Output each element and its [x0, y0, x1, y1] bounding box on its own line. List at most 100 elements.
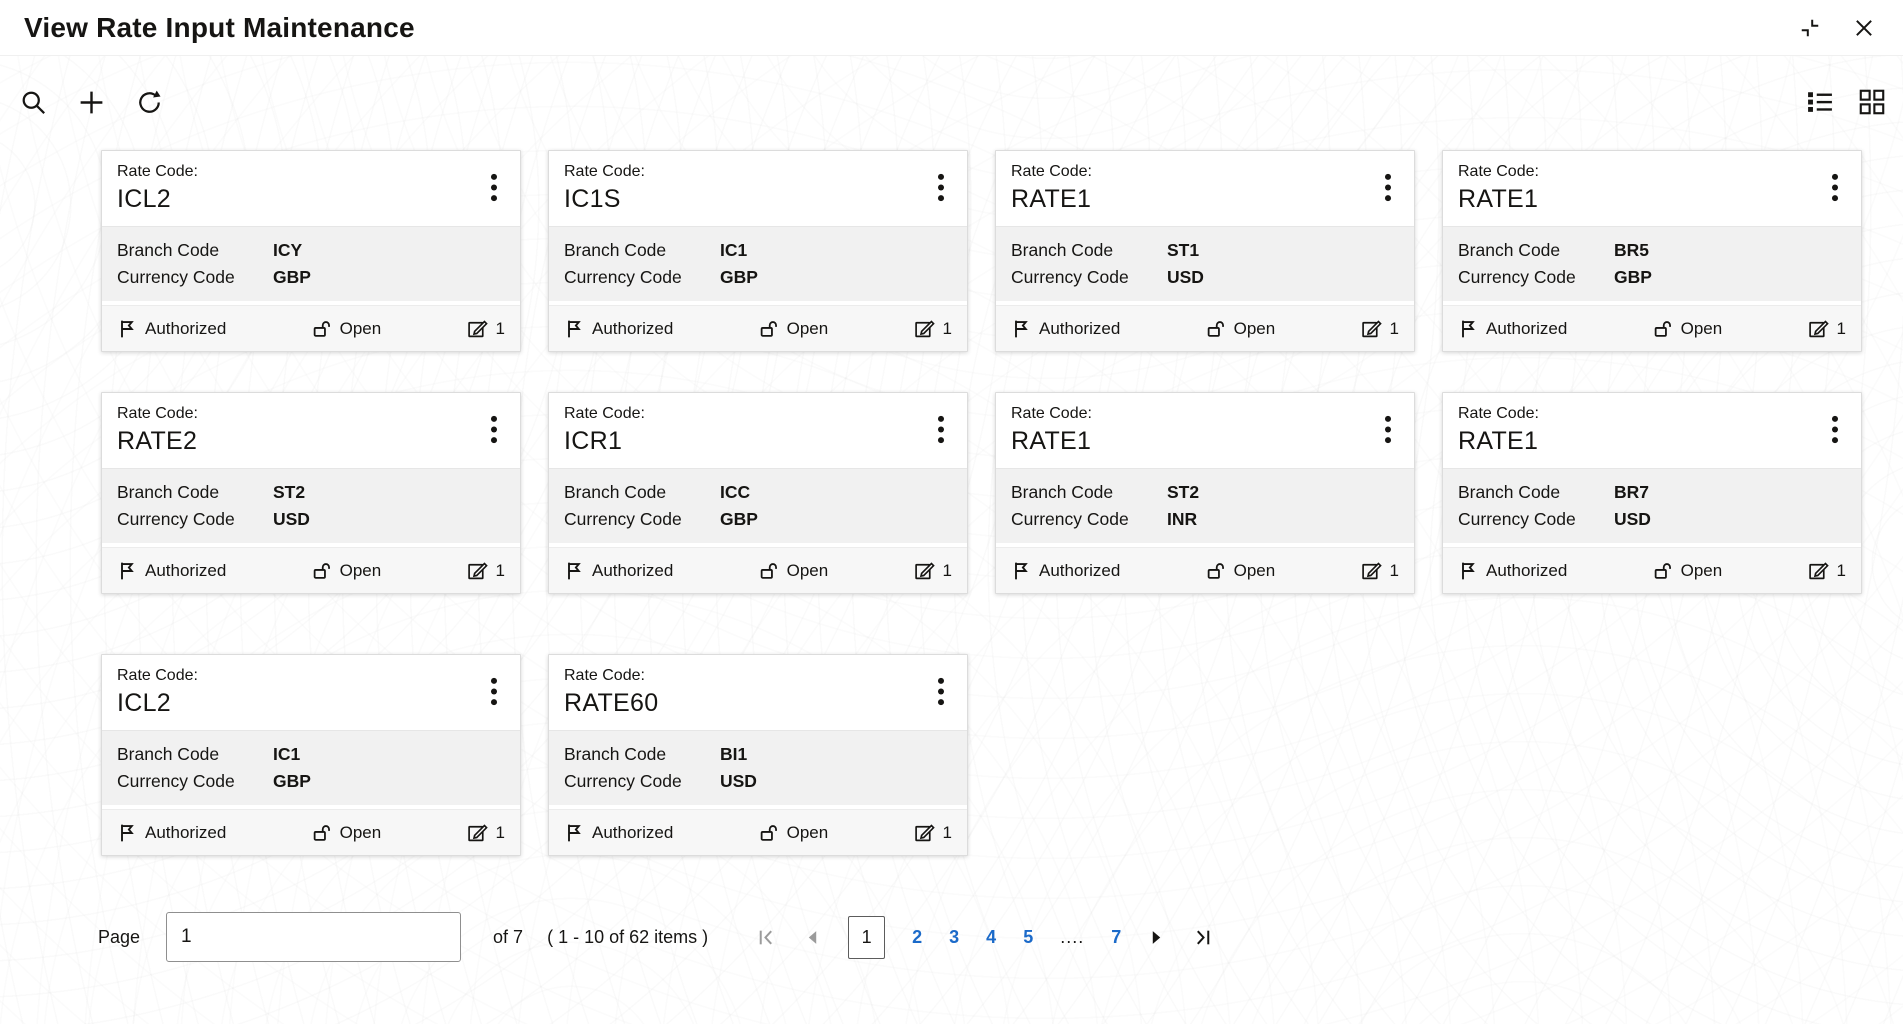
edit-icon — [1361, 562, 1382, 580]
card-header: Rate Code: IC1S — [549, 151, 967, 226]
card-details: Branch Code IC1 Currency Code GBP — [102, 730, 520, 805]
card-kebab-menu-button[interactable] — [923, 665, 959, 718]
card-title-group: Rate Code: RATE2 — [117, 403, 476, 456]
page-link-2[interactable]: 2 — [912, 926, 923, 947]
list-view-icon — [1808, 92, 1832, 112]
kebab-menu-icon — [1384, 415, 1392, 444]
modification-count: 1 — [1361, 560, 1399, 581]
currency-code-label: Currency Code — [117, 771, 235, 791]
record-status-label: Open — [786, 822, 829, 842]
rate-card[interactable]: Rate Code: IC1S Branch Code IC1 Currency… — [548, 150, 968, 352]
authorization-status-label: Authorized — [1486, 560, 1568, 580]
window-header: View Rate Input Maintenance — [0, 0, 1903, 56]
card-title-group: Rate Code: IC1S — [564, 161, 923, 214]
record-status-label: Open — [339, 822, 382, 842]
page-link-3[interactable]: 3 — [949, 926, 960, 947]
card-header: Rate Code: ICR1 — [549, 393, 967, 468]
modification-count: 1 — [914, 560, 952, 581]
rate-card[interactable]: Rate Code: ICL2 Branch Code ICY Currency… — [101, 150, 521, 352]
kebab-menu-icon — [490, 677, 498, 706]
record-status: Open — [312, 319, 381, 339]
currency-code-row: Currency Code USD — [564, 768, 952, 795]
card-kebab-menu-button[interactable] — [1370, 403, 1406, 456]
page-number-input[interactable] — [166, 912, 462, 962]
authorization-status-label: Authorized — [592, 318, 674, 338]
authorization-status: Authorized — [564, 823, 673, 843]
next-page-button[interactable] — [1148, 929, 1165, 946]
branch-code-label: Branch Code — [564, 744, 667, 764]
rate-card[interactable]: Rate Code: ICL2 Branch Code IC1 Currency… — [101, 654, 521, 856]
rate-card[interactable]: Rate Code: ICR1 Branch Code ICC Currency… — [548, 392, 968, 594]
authorization-status-label: Authorized — [145, 318, 227, 338]
branch-code-value: BR7 — [1614, 482, 1650, 502]
card-kebab-menu-button[interactable] — [1817, 403, 1853, 456]
currency-code-row: Currency Code USD — [1011, 264, 1399, 291]
currency-code-label: Currency Code — [564, 771, 682, 791]
page-ellipsis: .... — [1060, 926, 1085, 947]
card-kebab-menu-button[interactable] — [1817, 161, 1853, 214]
previous-page-button[interactable] — [804, 929, 821, 946]
toolbar-right-group — [1805, 87, 1887, 117]
grid-view-button[interactable] — [1857, 87, 1887, 117]
rate-code-value: RATE2 — [117, 427, 198, 455]
currency-code-value: USD — [720, 771, 757, 791]
add-record-button[interactable] — [75, 86, 108, 119]
list-view-button[interactable] — [1805, 88, 1835, 116]
rate-card[interactable]: Rate Code: RATE1 Branch Code ST1 Currenc… — [995, 150, 1415, 352]
rate-card[interactable]: Rate Code: RATE60 Branch Code BI1 Curren… — [548, 654, 968, 856]
first-page-button[interactable] — [756, 927, 777, 948]
card-kebab-menu-button[interactable] — [1370, 161, 1406, 214]
mod-count-value: 1 — [1836, 560, 1846, 580]
rate-card[interactable]: Rate Code: RATE2 Branch Code ST2 Currenc… — [101, 392, 521, 594]
page-link-7[interactable]: 7 — [1111, 926, 1122, 947]
card-kebab-menu-button[interactable] — [923, 161, 959, 214]
rate-card[interactable]: Rate Code: RATE1 Branch Code BR7 Currenc… — [1442, 392, 1862, 594]
record-status: Open — [312, 561, 381, 581]
card-kebab-menu-button[interactable] — [476, 665, 512, 718]
collapse-window-button[interactable] — [1797, 15, 1823, 41]
close-button[interactable] — [1851, 15, 1877, 41]
search-button[interactable] — [18, 87, 49, 118]
card-header: Rate Code: RATE1 — [996, 151, 1414, 226]
rate-code-label: Rate Code: — [564, 163, 645, 180]
card-title-group: Rate Code: RATE1 — [1458, 161, 1817, 214]
refresh-icon — [139, 90, 161, 113]
card-header: Rate Code: ICL2 — [102, 655, 520, 730]
authorized-flag-icon — [1462, 562, 1475, 579]
next-page-icon — [1153, 930, 1161, 944]
card-kebab-menu-button[interactable] — [476, 403, 512, 456]
card-status-bar: Authorized Open 1 — [549, 547, 967, 593]
rate-code-label: Rate Code: — [117, 667, 198, 684]
tile-grid: Rate Code: ICL2 Branch Code ICY Currency… — [0, 150, 1903, 856]
search-icon — [22, 91, 45, 114]
authorization-status-label: Authorized — [1039, 318, 1121, 338]
card-title-group: Rate Code: ICR1 — [564, 403, 923, 456]
branch-code-value: IC1 — [720, 240, 748, 260]
current-page-indicator[interactable]: 1 — [848, 915, 886, 959]
page-link-4[interactable]: 4 — [986, 926, 997, 947]
pagination-bar: Page of 7 ( 1 - 10 of 62 items ) 1 2 3 4… — [98, 912, 1903, 962]
refresh-button[interactable] — [134, 87, 165, 118]
rate-code-value: ICR1 — [564, 427, 623, 455]
card-kebab-menu-button[interactable] — [923, 403, 959, 456]
record-status: Open — [1206, 561, 1275, 581]
unlock-icon — [1654, 562, 1671, 579]
last-page-button[interactable] — [1192, 927, 1213, 948]
rate-card[interactable]: Rate Code: RATE1 Branch Code ST2 Currenc… — [995, 392, 1415, 594]
card-details: Branch Code BR7 Currency Code USD — [1443, 468, 1861, 543]
edit-icon — [467, 824, 488, 842]
branch-code-row: Branch Code BR7 — [1458, 479, 1846, 506]
card-kebab-menu-button[interactable] — [476, 161, 512, 214]
branch-code-value: ICY — [273, 240, 303, 260]
mod-count-value: 1 — [942, 822, 952, 842]
card-title-group: Rate Code: RATE1 — [1458, 403, 1817, 456]
authorization-status: Authorized — [117, 823, 226, 843]
rate-code-label: Rate Code: — [117, 405, 198, 422]
rate-card[interactable]: Rate Code: RATE1 Branch Code BR5 Currenc… — [1442, 150, 1862, 352]
page-link-5[interactable]: 5 — [1023, 926, 1034, 947]
branch-code-row: Branch Code ST2 — [117, 479, 505, 506]
record-status-label: Open — [1680, 318, 1723, 338]
branch-code-value: BR5 — [1614, 240, 1650, 260]
edit-icon — [1808, 562, 1829, 580]
unlock-icon — [313, 824, 330, 841]
